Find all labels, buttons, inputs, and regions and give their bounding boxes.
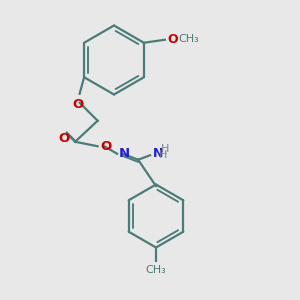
Text: H: H [158,150,167,160]
Text: H: H [160,144,169,154]
Text: O: O [167,33,178,46]
Text: N: N [152,147,163,160]
Text: O: O [58,132,69,145]
Text: O: O [100,140,111,153]
Text: CH₃: CH₃ [146,265,167,275]
Text: CH₃: CH₃ [178,34,199,44]
Text: N: N [118,147,130,160]
Text: O: O [73,98,84,111]
